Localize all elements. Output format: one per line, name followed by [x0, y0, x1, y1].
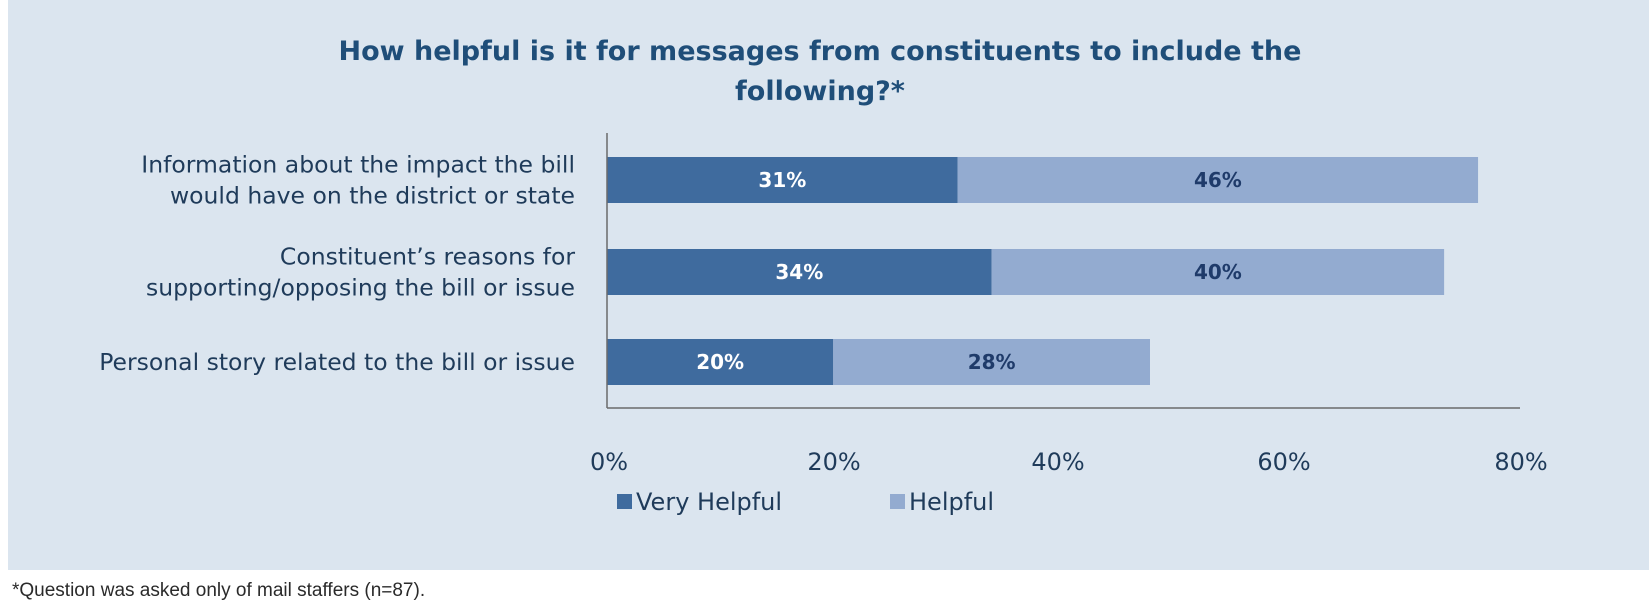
- bar-label-very-helpful-2: 34%: [775, 260, 823, 284]
- legend-label-very-helpful: Very Helpful: [636, 488, 782, 516]
- chart-panel: How helpful is it for messages from cons…: [8, 0, 1649, 570]
- bar-helpful-1: [957, 157, 1479, 203]
- x-tick-label-20: 20%: [807, 448, 860, 476]
- category-label-2-line-2: supporting/opposing the bill or issue: [146, 274, 575, 302]
- category-label-1-line-2: would have on the district or state: [170, 182, 575, 210]
- footnote: *Question was asked only of mail staffer…: [12, 580, 426, 601]
- chart-title-line-2: following?*: [735, 76, 905, 107]
- bars: 31% 46% 34% 40% 20% 28%: [607, 157, 1479, 385]
- bar-helpful-3: [833, 339, 1150, 385]
- bar-very-helpful-3: [607, 339, 834, 385]
- category-labels: Information about the impact the bill wou…: [99, 151, 575, 377]
- x-tick-label-40: 40%: [1031, 448, 1084, 476]
- category-label-1-line-1: Information about the impact the bill: [141, 151, 575, 179]
- bar-label-very-helpful-3: 20%: [696, 350, 744, 374]
- chart-title-group: How helpful is it for messages from cons…: [339, 36, 1302, 107]
- chart-title-line-1: How helpful is it for messages from cons…: [339, 36, 1302, 67]
- bar-very-helpful-2: [607, 249, 992, 295]
- axes: [606, 133, 1520, 409]
- x-tick-label-60: 60%: [1257, 448, 1310, 476]
- bar-very-helpful-1: [607, 157, 958, 203]
- bar-label-helpful-1: 46%: [1194, 168, 1242, 192]
- legend-swatch-helpful: [890, 494, 905, 509]
- bar-label-helpful-3: 28%: [968, 350, 1016, 374]
- bar-helpful-2: [991, 249, 1445, 295]
- legend-label-helpful: Helpful: [909, 488, 994, 516]
- bar-chart: How helpful is it for messages from cons…: [99, 36, 1548, 516]
- category-label-2-line-1: Constituent’s reasons for: [280, 243, 575, 271]
- bar-label-helpful-2: 40%: [1194, 260, 1242, 284]
- x-tick-label-0: 0%: [590, 448, 628, 476]
- legend: Very Helpful Helpful: [617, 488, 994, 516]
- category-label-3-line-1: Personal story related to the bill or is…: [99, 348, 575, 376]
- x-tick-label-80: 80%: [1494, 448, 1547, 476]
- legend-swatch-very-helpful: [617, 494, 632, 509]
- x-tick-labels: 0% 20% 40% 60% 80%: [590, 448, 1548, 476]
- bar-label-very-helpful-1: 31%: [758, 168, 806, 192]
